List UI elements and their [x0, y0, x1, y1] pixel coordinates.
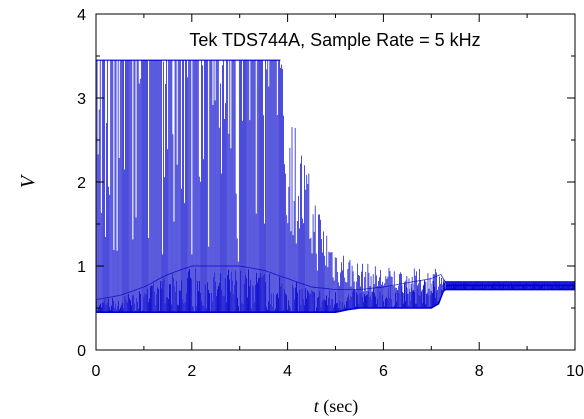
- x-tick-labels: 0 2 4 6 8 10: [92, 363, 584, 380]
- x-tick-label: 10: [566, 363, 584, 380]
- chart-annotation: Tek TDS744A, Sample Rate = 5 kHz: [189, 30, 480, 50]
- y-tick-label: 2: [77, 175, 86, 192]
- annotation-background: [150, 26, 520, 52]
- x-axis-label-unit: (sec): [319, 396, 358, 417]
- x-tick-label: 6: [379, 363, 388, 380]
- y-tick-labels: 0 1 2 3 4: [77, 7, 86, 360]
- x-tick-label: 4: [283, 363, 292, 380]
- y-axis-label: V: [17, 173, 39, 188]
- x-axis-label: t (sec): [314, 396, 359, 417]
- x-tick-label: 8: [475, 363, 484, 380]
- y-tick-label: 3: [77, 91, 86, 108]
- y-tick-label: 1: [77, 259, 86, 276]
- x-axis-label-variable: t: [314, 396, 320, 416]
- y-tick-label: 0: [77, 343, 86, 360]
- y-tick-label: 4: [77, 7, 86, 24]
- x-tick-label: 0: [92, 363, 101, 380]
- axis-ticks: [95, 13, 576, 351]
- x-tick-label: 2: [187, 363, 196, 380]
- signal-traces: [95, 59, 576, 313]
